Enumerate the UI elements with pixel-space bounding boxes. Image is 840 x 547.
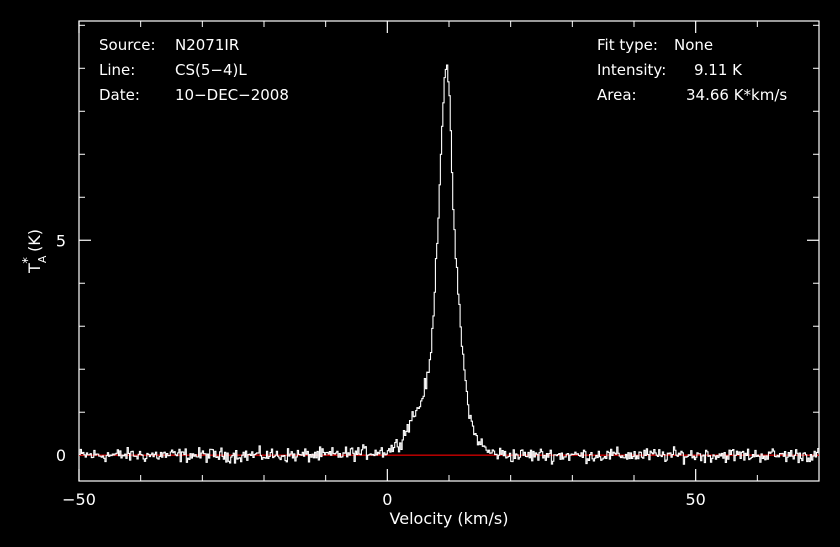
intensity-value: 9.11 K [694, 61, 743, 79]
source-key: Source: [99, 36, 156, 54]
line-key: Line: [99, 61, 135, 79]
x-tick-label: 0 [382, 490, 392, 509]
axis-tick-labels: −50 0 50 0 5 [56, 231, 706, 509]
date-key: Date: [99, 86, 140, 104]
area-value: 34.66 K*km/s [686, 86, 787, 104]
area-key: Area: [597, 86, 637, 104]
y-axis-label: TA* (K) [21, 229, 49, 274]
svg-text:TA* (K): TA* (K) [21, 229, 49, 274]
line-value: CS(5−4)L [175, 61, 247, 79]
x-tick-label: 50 [685, 490, 705, 509]
intensity-key: Intensity: [597, 61, 666, 79]
date-value: 10−DEC−2008 [175, 86, 289, 104]
fit-type-key: Fit type: [597, 36, 658, 54]
fit-type-value: None [674, 36, 713, 54]
x-axis-label: Velocity (km/s) [390, 509, 509, 528]
x-tick-label: −50 [62, 490, 96, 509]
spectrum-series-line [79, 64, 820, 465]
y-tick-label: 0 [56, 446, 66, 465]
y-tick-label: 5 [56, 231, 66, 250]
source-value: N2071IR [175, 36, 239, 54]
axis-minor-ticks [79, 21, 820, 481]
